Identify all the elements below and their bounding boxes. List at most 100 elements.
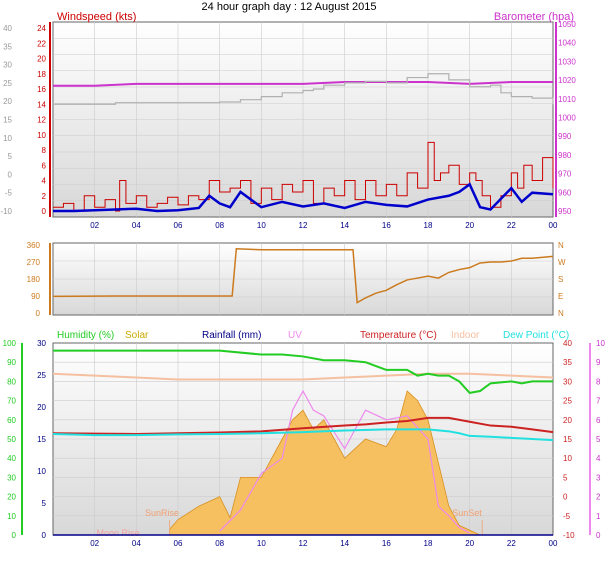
x-tick-label: 00 — [549, 221, 558, 230]
uv-tick: 9 — [596, 358, 601, 367]
windspeed-outer-tick: 15 — [3, 116, 12, 125]
windspeed-average-line — [53, 182, 554, 213]
humidity-tick: 50 — [7, 435, 16, 444]
x-tick-label: 08 — [215, 221, 224, 230]
direction-tick: 270 — [27, 258, 41, 267]
legend-entry: Solar — [125, 330, 149, 341]
rainfall-tick: 30 — [37, 339, 46, 348]
legend-entry: UV — [288, 330, 302, 341]
x-tick-label: 02 — [90, 221, 99, 230]
windspeed-outer-tick: 30 — [3, 61, 12, 70]
temperature-tick: 30 — [563, 377, 572, 386]
windspeed-tick: 6 — [42, 161, 47, 170]
x-tick-label: 08 — [215, 539, 224, 548]
x-tick-label: 12 — [299, 539, 308, 548]
uv-tick: 5 — [596, 435, 601, 444]
moonrise-annotation: Moon Rise — [96, 528, 139, 538]
compass-tick: E — [558, 292, 563, 301]
humidity-tick: 90 — [7, 358, 16, 367]
temperature-tick: 35 — [563, 358, 572, 367]
uv-tick: 10 — [596, 339, 605, 348]
windspeed-tick: 24 — [37, 24, 46, 33]
legend-entry: Dew Point (°C) — [503, 330, 569, 341]
windspeed-outer-tick: 5 — [8, 152, 13, 161]
barometer-tick: 950 — [558, 207, 572, 216]
windspeed-outer-tick: 35 — [3, 42, 12, 51]
rainfall-tick: 15 — [37, 435, 46, 444]
x-tick-label: 14 — [340, 221, 349, 230]
barometer-tick: 1000 — [558, 114, 576, 123]
sunset-annotation: SunSet — [452, 508, 482, 518]
x-tick-label: 20 — [465, 539, 474, 548]
barometer-tick: 1030 — [558, 57, 576, 66]
barometer-tick: 980 — [558, 151, 572, 160]
x-tick-label: 06 — [174, 539, 183, 548]
temperature-line — [52, 416, 554, 436]
legend-entry: Rainfall (mm) — [202, 330, 261, 341]
windspeed-tick: 10 — [37, 131, 46, 140]
temperature-tick: 40 — [563, 339, 572, 348]
temperature-tick: -5 — [563, 512, 571, 521]
windspeed-outer-tick: 10 — [3, 134, 12, 143]
uv-tick: 0 — [596, 531, 601, 540]
x-tick-label: 10 — [257, 539, 266, 548]
compass-tick: N — [558, 241, 564, 250]
x-tick-label: 22 — [507, 539, 516, 548]
windspeed-tick: 16 — [37, 85, 46, 94]
x-tick-label: 18 — [424, 221, 433, 230]
temperature-tick: 5 — [563, 473, 568, 482]
windspeed-tick: 12 — [37, 116, 46, 125]
x-tick-label: 10 — [257, 221, 266, 230]
x-tick-label: 14 — [340, 539, 349, 548]
windspeed-tick: 0 — [42, 207, 47, 216]
x-tick-label: 12 — [299, 221, 308, 230]
legend-entry: Indoor — [451, 330, 480, 341]
barometer-tick: 1050 — [558, 20, 576, 29]
x-tick-label: 22 — [507, 221, 516, 230]
uv-line — [219, 389, 470, 534]
humidity-tick: 30 — [7, 473, 16, 482]
x-tick-label: 04 — [132, 539, 141, 548]
uv-tick: 6 — [596, 416, 601, 425]
windspeed-axis-label: Windspeed (kts) — [57, 11, 136, 23]
x-tick-label: 16 — [382, 221, 391, 230]
compass-tick: S — [558, 275, 563, 284]
windspeed-outer-tick: 20 — [3, 97, 12, 106]
barometer-tick: 960 — [558, 188, 572, 197]
dewpoint-line — [52, 428, 554, 442]
uv-tick: 3 — [596, 473, 601, 482]
barometer-axis-label: Barometer (hpa) — [494, 11, 574, 23]
humidity-tick: 10 — [7, 512, 16, 521]
x-tick-label: 18 — [424, 539, 433, 548]
windspeed-outer-tick: -5 — [5, 189, 13, 198]
barometer-tick: 1020 — [558, 76, 576, 85]
graph-title: 24 hour graph day : 12 August 2015 — [202, 1, 377, 13]
temperature-tick: -10 — [563, 531, 575, 540]
windspeed-tick: 14 — [37, 100, 46, 109]
rainfall-tick: 25 — [37, 371, 46, 380]
wind-direction-line — [52, 248, 554, 304]
compass-tick: W — [558, 258, 566, 267]
humidity-tick: 100 — [3, 339, 17, 348]
temperature-tick: 20 — [563, 416, 572, 425]
gray-reference-line — [53, 73, 554, 105]
windspeed-tick: 2 — [42, 192, 47, 201]
indoor-line — [52, 372, 554, 381]
rainfall-tick: 5 — [42, 499, 47, 508]
direction-tick: 0 — [36, 309, 41, 318]
temp-humidity-panel: Humidity (%) Solar Rainfall (mm) UV Temperat… — [3, 330, 606, 548]
temperature-tick: 10 — [563, 454, 572, 463]
windspeed-tick: 8 — [42, 146, 47, 155]
x-tick-label: 16 — [382, 539, 391, 548]
windspeed-tick: 4 — [42, 177, 47, 186]
barometer-tick: 990 — [558, 132, 572, 141]
humidity-line — [53, 349, 553, 395]
uv-tick: 2 — [596, 493, 601, 502]
humidity-tick: 0 — [12, 531, 17, 540]
windspeed-gust-line — [53, 141, 554, 212]
humidity-tick: 20 — [7, 493, 16, 502]
rainfall-tick: 0 — [42, 531, 47, 540]
legend-entry: Humidity (%) — [57, 330, 114, 341]
windspeed-tick: 20 — [37, 55, 46, 64]
